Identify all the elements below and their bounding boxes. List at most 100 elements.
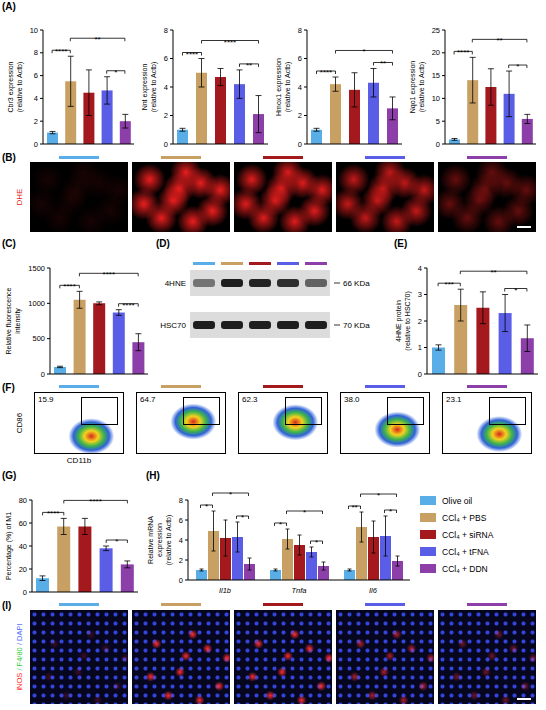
svg-text:intensity: intensity xyxy=(14,308,22,334)
svg-text:2: 2 xyxy=(418,317,422,326)
svg-text:6: 6 xyxy=(298,54,302,63)
svg-text:(relative to HSC70): (relative to HSC70) xyxy=(404,291,412,351)
svg-text:****: **** xyxy=(47,509,59,518)
svg-text:0: 0 xyxy=(436,140,440,149)
svg-text:****: **** xyxy=(103,270,115,279)
svg-text:*: * xyxy=(115,537,118,546)
svg-text:6: 6 xyxy=(34,71,38,80)
svg-text:3: 3 xyxy=(418,290,422,299)
svg-text:Nnt expression: Nnt expression xyxy=(141,64,149,111)
svg-text:10: 10 xyxy=(432,94,440,103)
svg-text:Il6: Il6 xyxy=(369,586,378,595)
svg-text:**: ** xyxy=(94,35,100,44)
svg-text:**: ** xyxy=(351,503,357,512)
svg-text:8: 8 xyxy=(164,26,168,35)
svg-text:1000: 1000 xyxy=(28,299,45,308)
svg-text:**: ** xyxy=(246,61,252,70)
svg-text:*: * xyxy=(303,508,306,517)
svg-text:0: 0 xyxy=(298,140,302,149)
svg-text:60: 60 xyxy=(19,519,27,528)
svg-text:70 KDa: 70 KDa xyxy=(343,321,370,330)
svg-text:(relative to Actb): (relative to Actb) xyxy=(284,62,292,113)
svg-text:2: 2 xyxy=(164,111,168,120)
svg-text:iNOS / F4/80 / DAPI: iNOS / F4/80 / DAPI xyxy=(15,623,24,690)
svg-text:20: 20 xyxy=(432,48,440,57)
svg-text:1: 1 xyxy=(418,343,422,352)
svg-text:(relative to Actb): (relative to Actb) xyxy=(16,62,24,113)
svg-text:*: * xyxy=(389,507,392,516)
svg-text:****: **** xyxy=(320,68,332,77)
svg-text:6: 6 xyxy=(179,516,183,525)
svg-text:****: **** xyxy=(63,282,75,291)
svg-text:Il1b: Il1b xyxy=(219,586,231,595)
svg-text:0: 0 xyxy=(418,370,422,379)
svg-text:(relative to Actb): (relative to Actb) xyxy=(418,62,426,113)
svg-text:1500: 1500 xyxy=(28,264,45,273)
svg-text:8: 8 xyxy=(298,26,302,35)
svg-text:*: * xyxy=(241,513,244,522)
svg-text:expression: expression xyxy=(156,523,164,557)
svg-text:2: 2 xyxy=(34,117,38,126)
svg-text:500: 500 xyxy=(32,334,45,343)
svg-text:4: 4 xyxy=(164,83,168,92)
svg-text:CD86: CD86 xyxy=(15,412,24,433)
svg-text:*: * xyxy=(279,520,282,529)
svg-text:****: **** xyxy=(186,50,198,59)
svg-text:*: * xyxy=(205,502,208,511)
html-text:(B): (B) xyxy=(2,152,16,163)
html-text:(C): (C) xyxy=(2,238,16,249)
svg-text:*: * xyxy=(362,47,365,56)
svg-text:10: 10 xyxy=(30,26,38,35)
svg-text:****: **** xyxy=(89,497,101,506)
svg-text:40: 40 xyxy=(19,542,27,551)
svg-text:20: 20 xyxy=(19,565,27,574)
svg-text:Relative fluorescence: Relative fluorescence xyxy=(5,287,12,354)
svg-text:(relative to Actb): (relative to Actb) xyxy=(150,62,158,113)
svg-text:0: 0 xyxy=(179,576,183,585)
svg-text:8: 8 xyxy=(34,48,38,57)
svg-text:Percentage (%) of M1: Percentage (%) of M1 xyxy=(5,512,13,580)
svg-text:*: * xyxy=(114,68,117,77)
svg-text:0: 0 xyxy=(34,140,38,149)
svg-text:*: * xyxy=(315,538,318,547)
svg-text:Tnfa: Tnfa xyxy=(291,586,306,595)
svg-text:4: 4 xyxy=(179,536,183,545)
svg-text:**: ** xyxy=(496,36,502,45)
svg-text:Cbr3 expression: Cbr3 expression xyxy=(7,61,15,112)
svg-text:5: 5 xyxy=(436,117,440,126)
svg-text:8: 8 xyxy=(179,496,183,505)
svg-text:Relative mRNA: Relative mRNA xyxy=(147,516,154,564)
svg-text:80: 80 xyxy=(19,496,27,505)
svg-text:*: * xyxy=(229,490,232,499)
svg-text:****: **** xyxy=(457,48,469,57)
svg-text:****: **** xyxy=(55,47,67,56)
html-text:(A): (A) xyxy=(2,1,16,12)
svg-text:4HNE protein: 4HNE protein xyxy=(395,300,403,342)
svg-text:0: 0 xyxy=(164,140,168,149)
svg-text:25: 25 xyxy=(432,26,440,35)
svg-text:6: 6 xyxy=(164,54,168,63)
svg-text:2: 2 xyxy=(179,556,183,565)
svg-text:15: 15 xyxy=(432,71,440,80)
svg-text:4: 4 xyxy=(34,94,38,103)
svg-text:*: * xyxy=(377,491,380,500)
svg-text:4: 4 xyxy=(298,83,302,92)
svg-text:**: ** xyxy=(380,59,386,68)
svg-text:***: *** xyxy=(445,280,454,289)
svg-text:0: 0 xyxy=(41,370,45,379)
svg-text:**: ** xyxy=(490,268,496,277)
svg-text:DHE: DHE xyxy=(15,189,24,206)
svg-text:****: **** xyxy=(224,38,236,47)
svg-text:4HNE: 4HNE xyxy=(165,279,186,288)
svg-text:4: 4 xyxy=(418,264,422,273)
svg-text:Hmox1 expression: Hmox1 expression xyxy=(275,58,283,116)
svg-text:Nqo1 expression: Nqo1 expression xyxy=(409,61,417,114)
svg-text:HSC70: HSC70 xyxy=(160,321,186,330)
svg-text:*: * xyxy=(514,286,517,295)
svg-text:(relative to Actb): (relative to Actb) xyxy=(165,515,173,566)
svg-text:****: **** xyxy=(122,301,134,310)
svg-text:*: * xyxy=(516,62,519,71)
svg-text:0: 0 xyxy=(23,588,27,597)
svg-text:2: 2 xyxy=(298,111,302,120)
svg-text:66 KDa: 66 KDa xyxy=(343,279,370,288)
